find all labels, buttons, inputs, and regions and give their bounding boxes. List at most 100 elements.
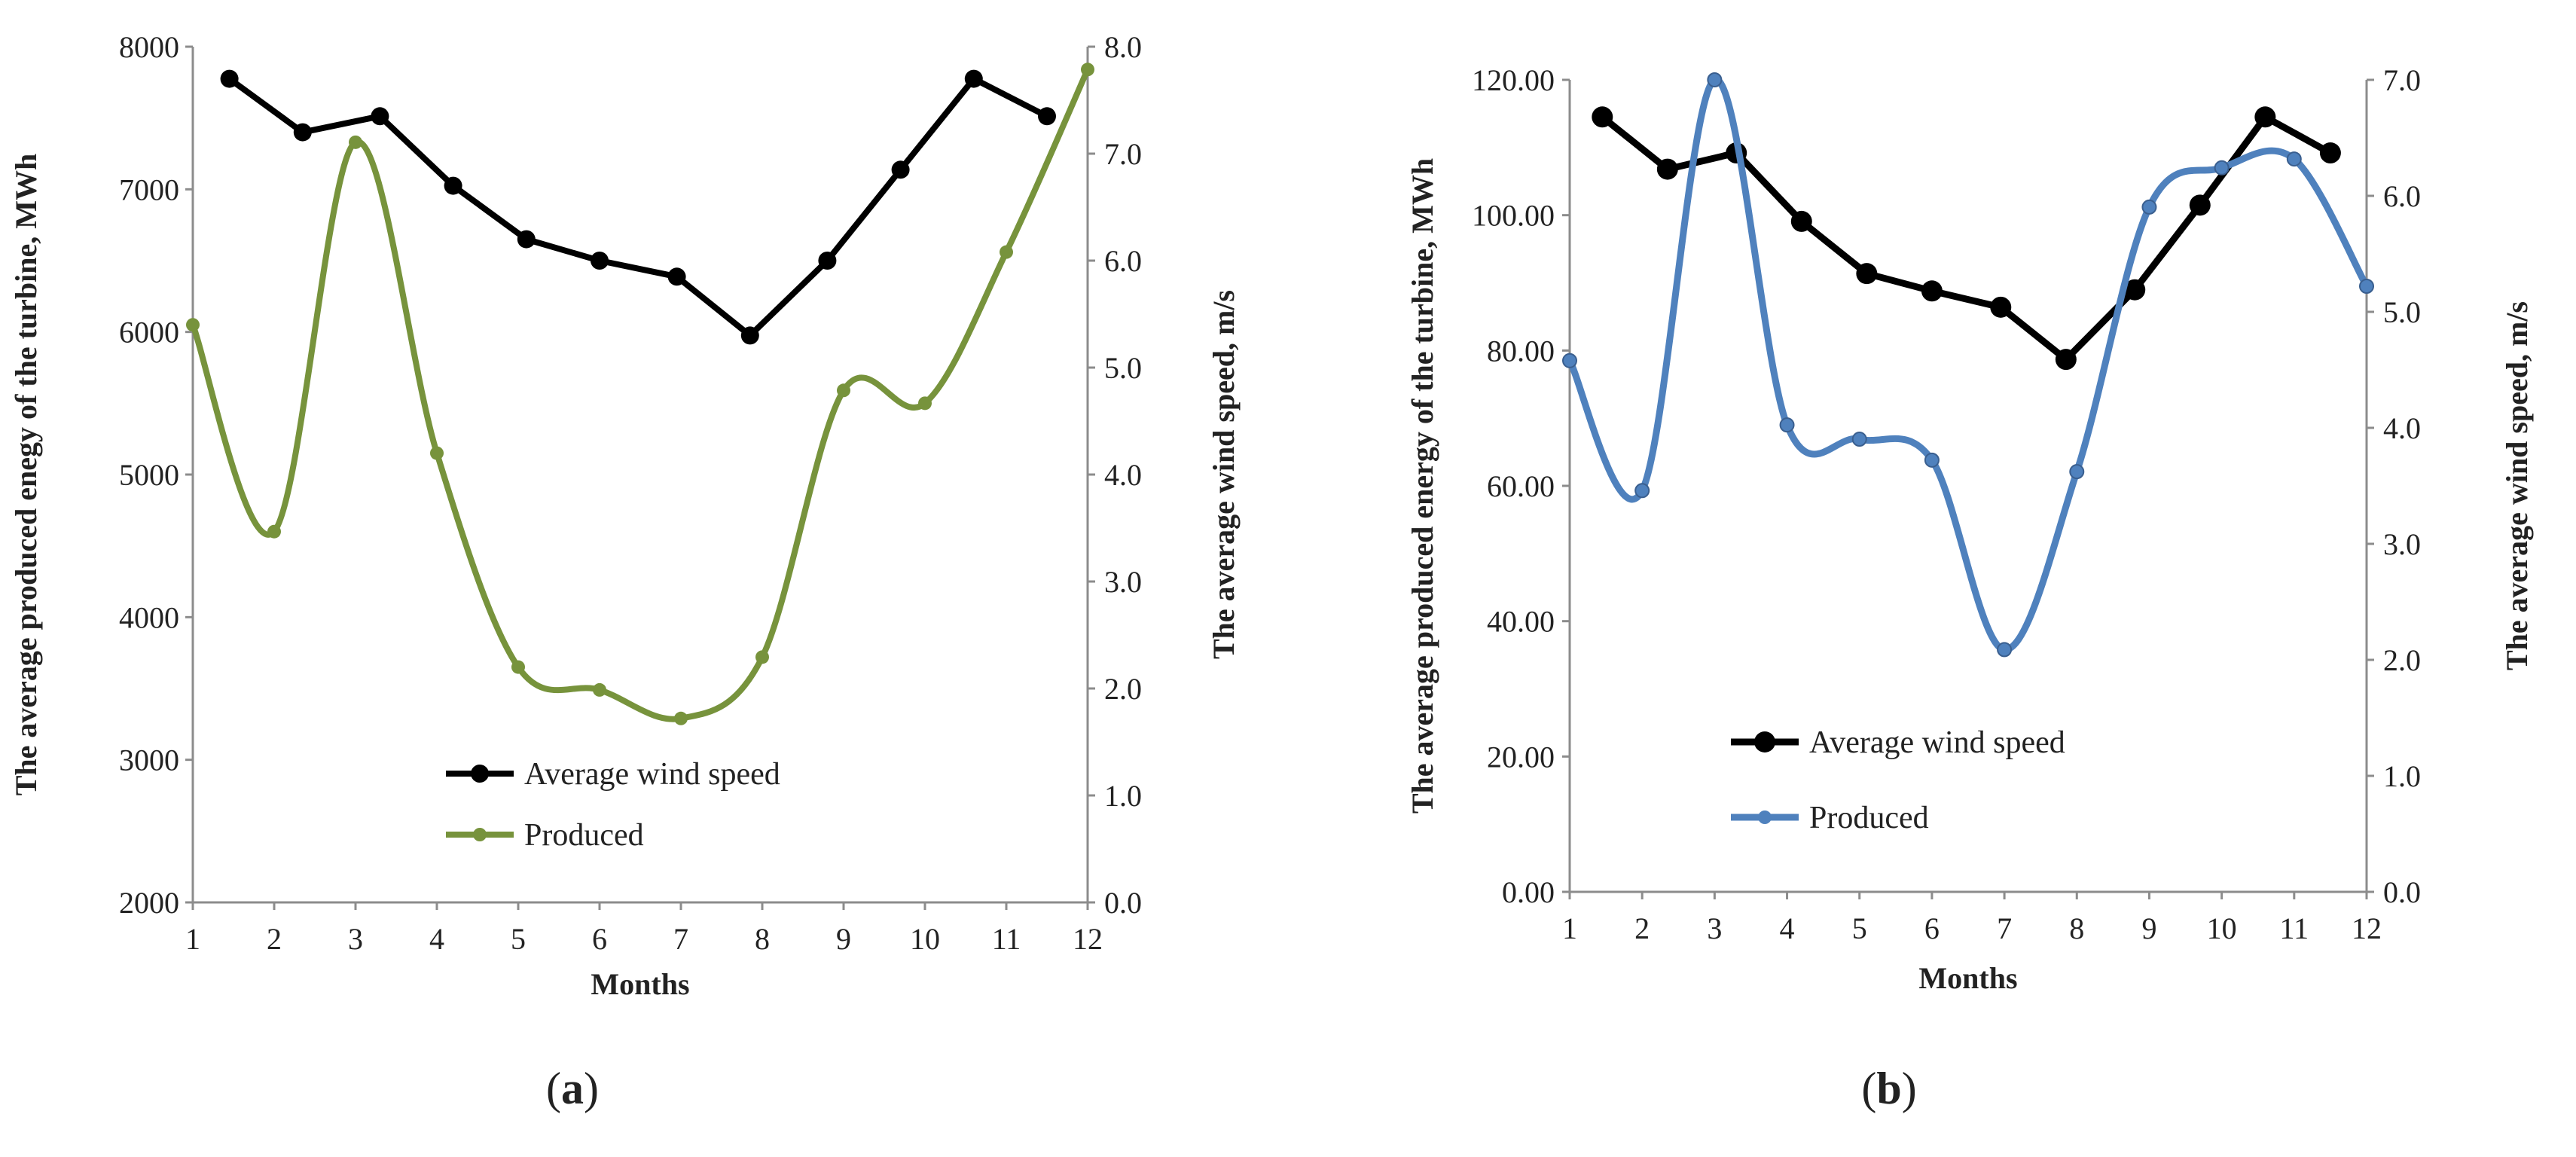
data-point — [2359, 278, 2374, 294]
x-tick-label: 2 — [1634, 911, 1650, 945]
axes: 0.0020.0040.0060.0080.00100.00120.000.01… — [1472, 63, 2421, 945]
x-tick-label: 10 — [910, 922, 940, 956]
right-tick-label: 8.0 — [1104, 30, 1142, 64]
series-line — [190, 66, 1091, 722]
data-point — [1038, 107, 1056, 126]
data-point — [1081, 63, 1094, 77]
legend-swatch-marker — [1758, 811, 1772, 824]
right-tick-label: 1.0 — [1104, 779, 1142, 813]
data-point — [2286, 151, 2302, 167]
data-point — [2124, 279, 2146, 301]
data-point — [1592, 106, 1613, 128]
data-point — [430, 446, 444, 460]
caption-letter: a — [561, 1064, 584, 1113]
left-tick-label: 6000 — [119, 316, 179, 350]
series-line — [226, 75, 1050, 339]
right-tick-label: 7.0 — [1104, 137, 1142, 171]
right-tick-label: 6.0 — [2383, 179, 2421, 213]
right-tick-label: 2.0 — [1104, 672, 1142, 706]
data-point — [2319, 142, 2341, 164]
right-tick-label: 1.0 — [2383, 759, 2421, 793]
right-tick-label: 0.0 — [1104, 886, 1142, 920]
right-tick-label: 4.0 — [2383, 411, 2421, 445]
data-point — [1924, 452, 1940, 468]
data-point — [2189, 194, 2211, 216]
left-tick-label: 0.00 — [1502, 875, 1555, 909]
left-tick-label: 60.00 — [1487, 469, 1555, 503]
data-point — [371, 107, 389, 126]
caption-close: ) — [1902, 1064, 1917, 1113]
right-tick-label: 6.0 — [1104, 244, 1142, 278]
series-wind-speed — [220, 69, 1056, 345]
left-tick-label: 2000 — [119, 886, 179, 920]
x-tick-label: 6 — [592, 922, 607, 956]
caption-open: ( — [1861, 1064, 1876, 1113]
data-point — [1997, 642, 2013, 658]
legend: Average wind speed Produced — [1731, 725, 2065, 835]
series-wind-speed — [1592, 106, 2341, 371]
data-point — [1707, 72, 1723, 87]
data-point — [918, 396, 932, 411]
caption-letter: b — [1876, 1064, 1901, 1113]
series-produced — [1562, 72, 2374, 658]
data-point — [511, 660, 525, 674]
left-tick-label: 80.00 — [1487, 334, 1555, 368]
x-tick-label: 12 — [2352, 911, 2382, 945]
data-point — [818, 252, 837, 270]
right-tick-label: 0.0 — [2383, 875, 2421, 909]
data-point — [1851, 432, 1867, 447]
data-point — [593, 682, 606, 697]
data-point — [591, 252, 609, 270]
left-tick-label: 3000 — [119, 743, 179, 777]
right-axis-title: The average wind speed, m/s — [1207, 290, 1241, 659]
data-point — [891, 160, 910, 179]
legend-label: Produced — [524, 818, 644, 853]
left-tick-label: 8000 — [119, 30, 179, 64]
caption-open: ( — [546, 1064, 561, 1113]
right-tick-label: 3.0 — [2383, 527, 2421, 561]
left-tick-label: 100.00 — [1472, 199, 1555, 233]
data-point — [837, 383, 850, 398]
x-tick-label: 12 — [1073, 922, 1103, 956]
data-point — [740, 326, 759, 345]
data-point — [1790, 210, 1812, 232]
left-tick-label: 7000 — [119, 172, 179, 206]
left-tick-label: 40.00 — [1487, 605, 1555, 639]
x-tick-label: 8 — [2069, 911, 2084, 945]
x-tick-label: 9 — [2141, 911, 2156, 945]
data-point — [2069, 464, 2085, 480]
right-tick-label: 5.0 — [1104, 351, 1142, 385]
data-point — [667, 267, 686, 286]
x-tick-label: 3 — [348, 922, 363, 956]
caption-close: ) — [584, 1064, 599, 1113]
data-point — [1000, 245, 1013, 259]
data-point — [267, 524, 281, 539]
data-point — [349, 135, 362, 149]
x-tick-label: 7 — [673, 922, 688, 956]
data-point — [186, 318, 200, 332]
x-axis-title: Months — [591, 967, 689, 1001]
right-tick-label: 7.0 — [2383, 63, 2421, 97]
x-tick-label: 11 — [992, 922, 1021, 956]
data-point — [755, 650, 769, 664]
legend-swatch-marker — [473, 828, 487, 841]
chart-a: 2000 3000 4000 5000 6000 7000 8000 0.0 1.0 2.0 3.0… — [9, 30, 1241, 1113]
left-tick-label: 5000 — [119, 458, 179, 492]
data-point — [1856, 263, 1878, 285]
series-line — [1598, 113, 2334, 363]
chart-b: 0.0020.0040.0060.0080.00100.00120.000.01… — [1406, 63, 2534, 1113]
legend-swatch-marker — [1754, 731, 1775, 753]
x-tick-label: 5 — [1852, 911, 1867, 945]
data-point — [517, 230, 536, 249]
x-tick-label: 4 — [429, 922, 444, 956]
data-point — [220, 69, 239, 88]
right-tick-label: 3.0 — [1104, 565, 1142, 599]
x-tick-label: 9 — [836, 922, 851, 956]
series-line — [1566, 76, 2370, 653]
data-point — [1634, 483, 1650, 499]
x-tick-label: 2 — [267, 922, 282, 956]
right-tick-label: 2.0 — [2383, 643, 2421, 677]
x-tick-label: 10 — [2207, 911, 2237, 945]
data-point — [1562, 353, 1577, 368]
